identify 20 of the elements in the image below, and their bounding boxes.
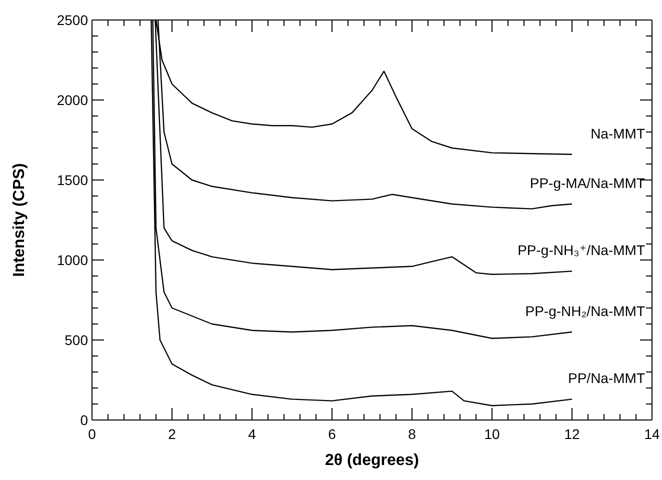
legend-label: PP/Na-MMT	[568, 370, 646, 386]
y-tick-label: 1500	[56, 172, 88, 188]
legend-label: Na-MMT	[590, 125, 646, 142]
y-tick-label: 2000	[56, 92, 88, 108]
x-tick-label: 6	[328, 426, 336, 442]
y-tick-label: 500	[64, 332, 88, 348]
x-tick-label: 8	[408, 426, 416, 442]
legend-label: PP-g-MA/Na-MMT	[530, 175, 646, 191]
y-tick-label: 1000	[56, 252, 88, 268]
legend-label: PP-g-NH₃⁺/Na-MMT	[518, 242, 646, 258]
x-tick-label: 10	[484, 426, 500, 442]
x-tick-label: 4	[248, 426, 256, 442]
legend-label: PP-g-NH₂/Na-MMT	[525, 303, 646, 319]
x-tick-label: 2	[168, 426, 176, 442]
x-tick-label: 12	[564, 426, 580, 442]
y-tick-label: 2500	[56, 12, 88, 28]
y-tick-label: 0	[80, 412, 88, 428]
y-axis-title: Intensity (CPS)	[11, 163, 29, 277]
x-tick-label: 14	[644, 426, 660, 442]
x-axis-title: 2θ (degrees)	[324, 452, 420, 470]
